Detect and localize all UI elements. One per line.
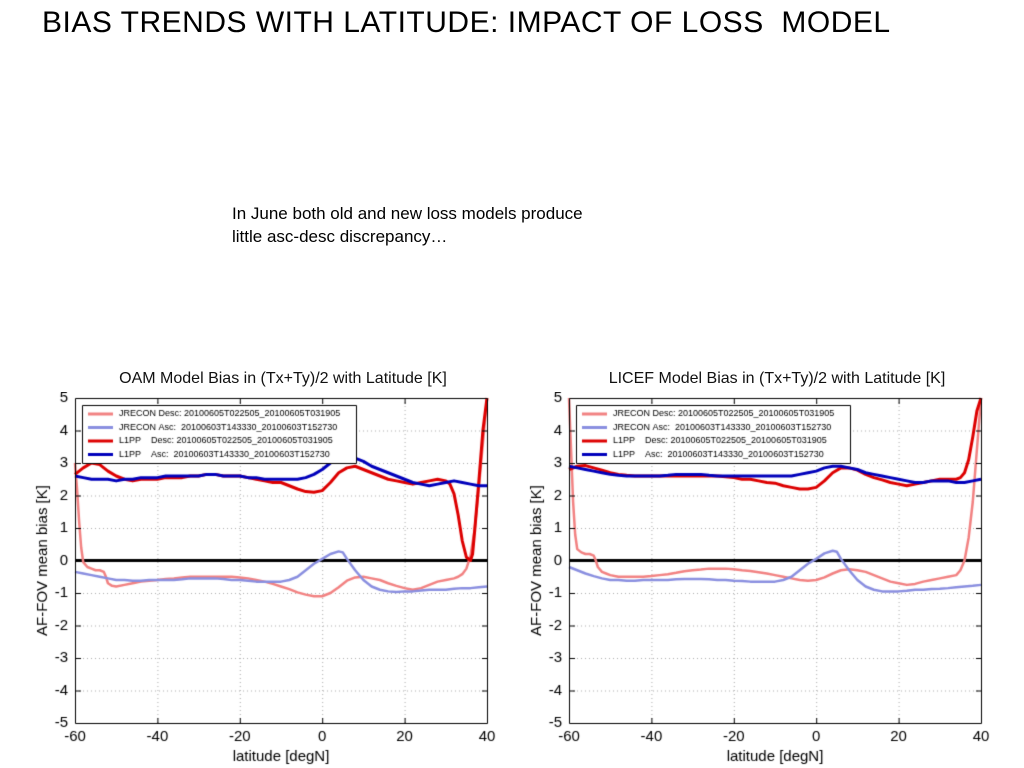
licef-chart-title: LICEF Model Bias in (Tx+Ty)/2 with Latit… <box>608 370 946 387</box>
note-text: In June both old and new loss models pro… <box>232 202 583 249</box>
note-line-2: little asc-desc discrepancy… <box>232 227 448 247</box>
oam-chart-canvas <box>30 392 500 768</box>
oam-chart-title: OAM Model Bias in (Tx+Ty)/2 with Latitud… <box>119 370 447 387</box>
note-line-1: In June both old and new loss models pro… <box>232 204 583 223</box>
oam-bias-chart: OAM Model Bias in (Tx+Ty)/2 with Latitud… <box>30 370 500 768</box>
licef-chart-canvas <box>524 392 994 768</box>
licef-bias-chart: LICEF Model Bias in (Tx+Ty)/2 with Latit… <box>524 370 994 768</box>
page-title: BIAS TRENDS WITH LATITUDE: IMPACT OF LOS… <box>42 6 891 39</box>
